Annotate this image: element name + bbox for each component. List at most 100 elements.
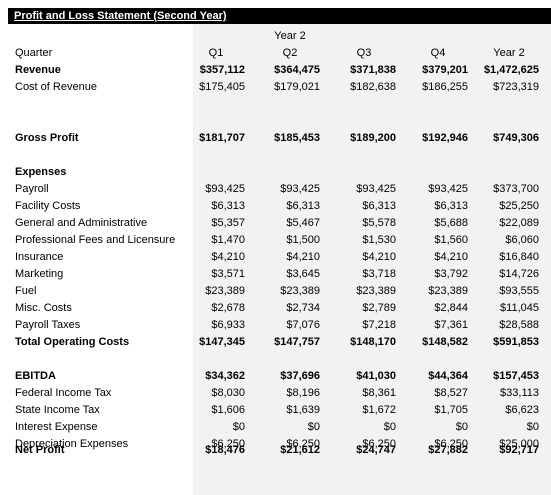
table-row: Interest Expense $0 $0 $0 $0 $0 [0,419,551,436]
row-value: $2,844 [434,302,468,314]
row-label: Marketing [15,268,64,280]
row-value: $723,319 [493,81,539,93]
table-row: General and Administrative $5,357 $5,467 $5… [0,215,551,232]
row-value: $591,853 [493,336,539,348]
row-value: $185,453 [274,132,320,144]
row-value: $28,588 [499,319,539,331]
row-value: $24,747 [356,444,396,456]
row-label: Gross Profit [15,132,79,144]
row-value: $147,757 [274,336,320,348]
row-value: $7,218 [362,319,396,331]
row-value: $1,470 [211,234,245,246]
row-value: $6,250 [211,438,245,450]
table-row: Misc. Costs $2,678 $2,734 $2,789 $2,844 $11,0… [0,300,551,317]
column-header-year: Year 2 [493,47,525,59]
row-value: $25,000 [499,438,539,450]
row-value: $6,623 [505,404,539,416]
row-value: $4,210 [211,251,245,263]
row-value: $157,453 [493,370,539,382]
table-row: Marketing $3,571 $3,645 $3,718 $3,792 $14,726 [0,266,551,283]
row-value: $23,389 [428,285,468,297]
row-value: $23,389 [280,285,320,297]
table-row: Facility Costs $6,313 $6,313 $6,313 $6,313 $2… [0,198,551,215]
row-value: $4,210 [362,251,396,263]
row-value: $6,313 [362,200,396,212]
row-value: $0 [383,421,396,433]
row-label: Misc. Costs [15,302,72,314]
row-label: Revenue [15,64,61,76]
row-value: $1,472,625 [483,64,539,76]
table-row: Net Profit $18,476 $21,612 $24,747 $27,882 $9… [0,442,551,459]
row-value: $6,313 [211,200,245,212]
row-label: State Income Tax [15,404,100,416]
row-value: $5,357 [211,217,245,229]
row-label: Fuel [15,285,37,297]
row-value: $18,476 [205,444,245,456]
row-value: $0 [526,421,539,433]
column-header-q2: Q2 [282,47,298,59]
row-value: $93,555 [499,285,539,297]
row-value: $8,527 [434,387,468,399]
table-row: Insurance $4,210 $4,210 $4,210 $4,210 $16,840 [0,249,551,266]
row-value: $34,362 [205,370,245,382]
row-value: $41,030 [356,370,396,382]
row-value: $148,582 [422,336,468,348]
row-value: $0 [232,421,245,433]
row-value: $373,700 [493,183,539,195]
row-value: $1,560 [434,234,468,246]
year-header: Year 2 [274,30,306,42]
table-row: Total Operating Costs $147,345 $147,757 $14… [0,334,551,351]
row-value: $11,045 [500,302,539,314]
table-row: Federal Income Tax $8,030 $8,196 $8,361 $8,5… [0,385,551,402]
row-label: Payroll [15,183,49,195]
row-value: $7,361 [434,319,468,331]
row-value: $6,060 [505,234,539,246]
row-label: Facility Costs [15,200,81,212]
table-row: Depreciation Expenses $6,250 $6,250 $6,250 $… [0,436,551,453]
row-value: $8,196 [286,387,320,399]
row-value: $93,425 [205,183,245,195]
column-header-q1: Q1 [208,47,224,59]
row-value: $22,089 [499,217,539,229]
table-row: Payroll Taxes $6,933 $7,076 $7,218 $7,361 $28… [0,317,551,334]
row-value: $7,076 [286,319,320,331]
row-value: $25,250 [499,200,539,212]
row-value: $186,255 [422,81,468,93]
row-value: $371,838 [350,64,396,76]
table-row: Gross Profit $181,707 $185,453 $189,200 $192… [0,130,551,147]
row-value: $364,475 [274,64,320,76]
row-label: Interest Expense [15,421,98,433]
data-column-shading [193,24,551,495]
row-value: $6,250 [362,438,396,450]
row-value: $23,389 [205,285,245,297]
row-value: $92,717 [499,444,539,456]
quarter-label: Quarter [15,47,53,59]
row-label: Expenses [15,166,67,178]
row-value: $6,313 [434,200,468,212]
row-value: $6,313 [286,200,320,212]
row-value: $379,201 [422,64,468,76]
row-value: $1,500 [286,234,320,246]
row-label: Total Operating Costs [15,336,130,348]
row-value: $33,113 [500,387,539,399]
row-label: Net Profit [15,444,65,456]
row-value: $1,672 [362,404,396,416]
row-value: $93,425 [356,183,396,195]
row-value: $1,639 [286,404,320,416]
row-value: $27,882 [428,444,468,456]
row-value: $5,467 [286,217,320,229]
column-header-row: Quarter Q1 Q2 Q3 Q4 Year 2 [0,45,551,62]
row-value: $5,578 [362,217,396,229]
row-value: $147,345 [199,336,245,348]
row-label: Federal Income Tax [15,387,112,399]
row-value: $6,250 [286,438,320,450]
row-value: $5,688 [434,217,468,229]
row-label: Professional Fees and Licensure [15,234,176,246]
row-value: $189,200 [350,132,396,144]
row-value: $3,645 [286,268,320,280]
table-row: Cost of Revenue $175,405 $179,021 $182,638 $… [0,79,551,96]
row-label: EBITDA [15,370,56,382]
row-value: $2,734 [286,302,320,314]
row-value: $182,638 [350,81,396,93]
row-value: $175,405 [199,81,245,93]
